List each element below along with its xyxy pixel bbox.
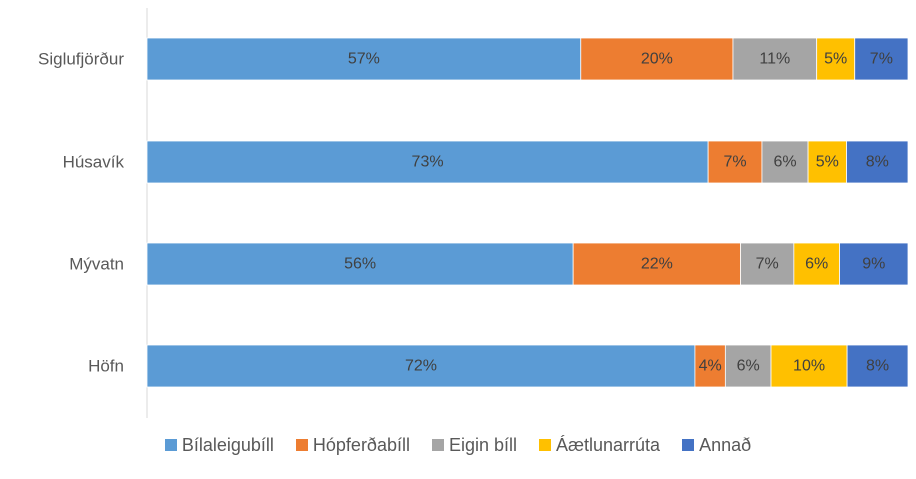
legend-label: Áætlunarrúta bbox=[556, 434, 661, 455]
data-label: 8% bbox=[866, 154, 889, 171]
data-label: 7% bbox=[870, 51, 893, 68]
data-label: 5% bbox=[816, 154, 839, 171]
category-label: Siglufjörður bbox=[38, 50, 124, 69]
data-label: 72% bbox=[405, 358, 437, 375]
bar-segment bbox=[839, 242, 909, 286]
bar-segment bbox=[846, 344, 909, 388]
bar-segment bbox=[770, 344, 848, 388]
data-label: 22% bbox=[641, 256, 673, 273]
data-label: 5% bbox=[824, 51, 847, 68]
bar-segment bbox=[740, 242, 795, 286]
legend-label: Hópferðabíll bbox=[312, 434, 410, 455]
data-label: 9% bbox=[862, 256, 885, 273]
bar-segment bbox=[807, 140, 847, 184]
data-label: 10% bbox=[793, 358, 825, 375]
bar-segment bbox=[793, 242, 840, 286]
data-label: 6% bbox=[805, 256, 828, 273]
category-label: Húsavík bbox=[63, 153, 125, 172]
legend-swatch bbox=[682, 439, 695, 451]
legend-swatch bbox=[295, 439, 308, 451]
legend-label: Bílaleigubíll bbox=[181, 434, 274, 455]
bar-segment bbox=[572, 242, 741, 286]
data-label: 7% bbox=[756, 256, 779, 273]
data-label: 7% bbox=[723, 154, 746, 171]
bar-segment bbox=[146, 242, 574, 286]
legend-item: Annað bbox=[682, 435, 751, 456]
bar-segment bbox=[694, 344, 726, 388]
legend: Bílaleigubíll Hópferðabíll Eigin bíll Áætlu… bbox=[0, 425, 916, 465]
bar-segment bbox=[146, 140, 709, 184]
data-label: 6% bbox=[773, 154, 796, 171]
bar-segment bbox=[724, 344, 772, 388]
bars-group: 57% 20% 11% 5% 7% 73% 7% 6% 5% 8% 56% 22% 7% 6% 9% 72% 4… bbox=[146, 37, 909, 388]
legend-swatch bbox=[164, 439, 177, 451]
data-label: 20% bbox=[641, 51, 673, 68]
bar-segment bbox=[146, 37, 582, 81]
legend-item: Eigin bíll bbox=[431, 434, 518, 456]
legend-item: Áætlunarrúta bbox=[539, 435, 660, 456]
legend-label: Eigin bíll bbox=[448, 434, 518, 455]
data-label: 11% bbox=[759, 51, 790, 68]
bar-segment bbox=[854, 37, 909, 81]
category-labels-group: Siglufjörður Húsavík Mývatn Höfn bbox=[38, 50, 124, 376]
data-label: 73% bbox=[412, 154, 444, 171]
data-label: 8% bbox=[866, 358, 889, 375]
category-label: Höfn bbox=[88, 357, 124, 376]
bar-segment bbox=[146, 344, 696, 388]
legend-label: Annað bbox=[699, 434, 752, 455]
legend-item: Bílaleigubíll bbox=[164, 434, 274, 456]
bar-segment bbox=[580, 37, 734, 81]
legend-swatch bbox=[539, 439, 552, 451]
data-label: 57% bbox=[348, 51, 380, 68]
data-label: 4% bbox=[699, 358, 722, 375]
legend-swatch bbox=[431, 439, 444, 451]
data-label: 6% bbox=[737, 358, 760, 375]
bar-segment bbox=[732, 37, 818, 81]
category-label: Mývatn bbox=[69, 255, 124, 274]
data-label: 56% bbox=[344, 256, 376, 273]
legend-item: Hópferðabíll bbox=[295, 434, 410, 456]
bar-segment bbox=[846, 140, 909, 184]
